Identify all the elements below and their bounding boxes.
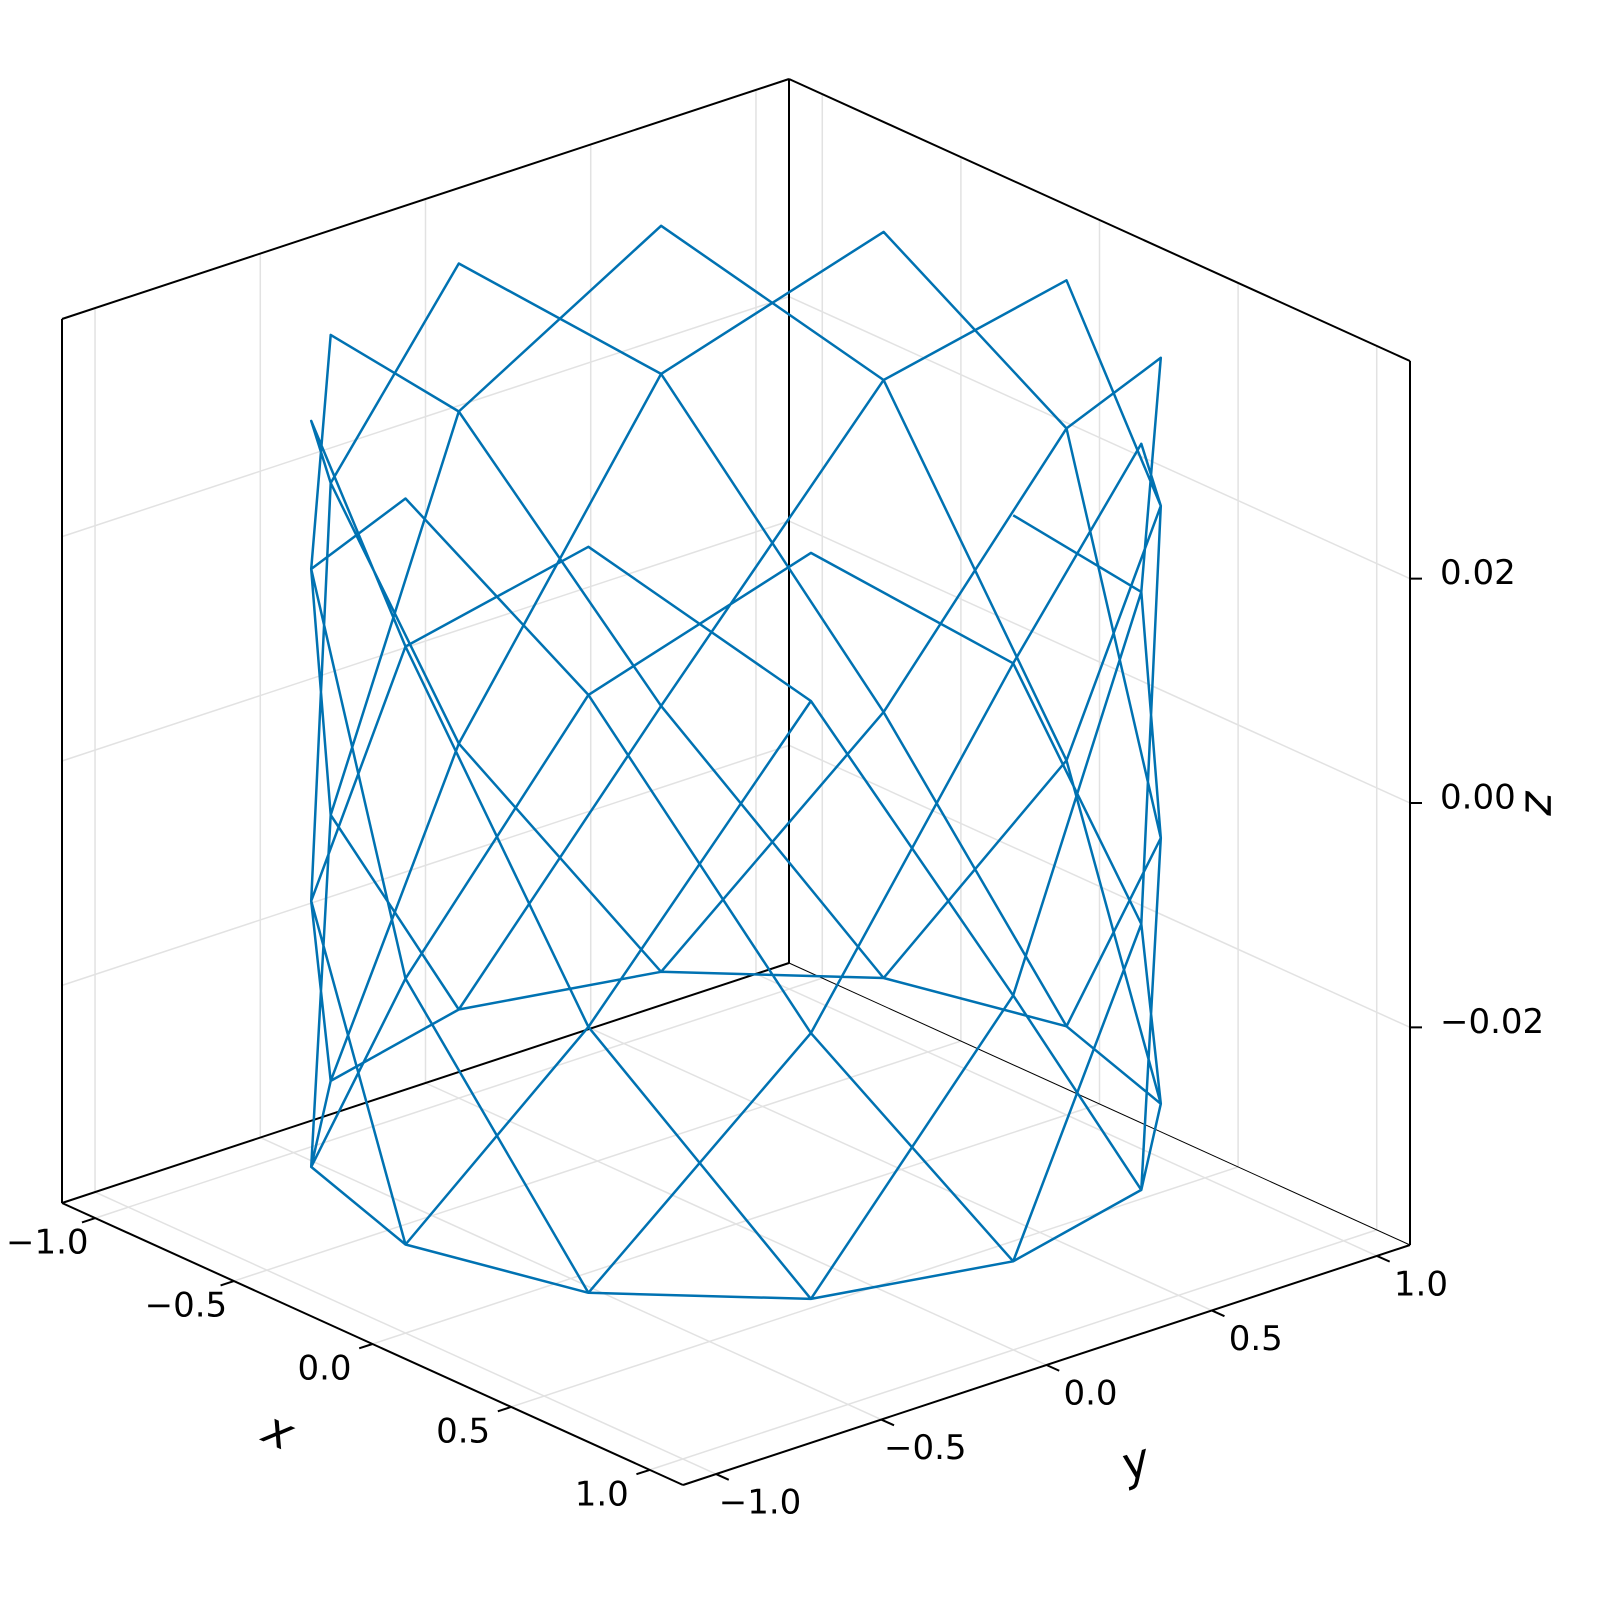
plot-area (309, 224, 1163, 1301)
grid-line (755, 973, 1378, 1257)
grid-line (788, 744, 1411, 1029)
axis-spine (788, 78, 1411, 362)
grid-line (788, 520, 1411, 804)
y-tick-label: 1.0 (1394, 1264, 1448, 1304)
x-axis-label: x (254, 1400, 303, 1462)
y-tick-label: −1.0 (719, 1483, 802, 1523)
curve (309, 224, 1163, 1301)
grid-line (425, 1082, 1047, 1366)
x-tick-label: 0.5 (436, 1411, 490, 1451)
y-tick-label: 0.0 (1063, 1374, 1117, 1414)
axis-spine (61, 78, 790, 320)
tick-mark (220, 1280, 235, 1287)
grid-line (590, 1027, 1213, 1312)
spines (61, 78, 1422, 1486)
tick-mark (880, 1418, 895, 1427)
x-tick-label: −1.0 (6, 1223, 89, 1263)
axis-spine (788, 962, 1411, 1246)
grid-line (259, 1136, 882, 1421)
z-tick-label: −0.02 (1440, 1002, 1544, 1042)
y-axis-label: y (1112, 1432, 1157, 1493)
tick-mark (497, 1405, 512, 1413)
axis-spine (61, 1202, 684, 1486)
axis-spine (682, 1244, 1411, 1486)
y-tick-label: 0.5 (1229, 1319, 1283, 1359)
z-tick-label: 0.02 (1440, 553, 1516, 593)
grid-line (94, 1191, 717, 1475)
x-tick-label: 1.0 (575, 1474, 629, 1514)
grid (61, 89, 1411, 1475)
y-tick-label: −0.5 (884, 1428, 967, 1468)
tick-mark (358, 1343, 373, 1350)
tick-mark (636, 1468, 651, 1476)
grid-line (788, 295, 1411, 580)
tick-mark (1211, 1309, 1225, 1318)
grid-line (61, 744, 790, 987)
tick-mark (1376, 1254, 1391, 1263)
grid-line (61, 295, 790, 538)
tick-mark (1046, 1364, 1060, 1372)
axis-spine (61, 962, 790, 1204)
x-tick-label: 0.0 (297, 1349, 351, 1389)
tick-mark (81, 1217, 96, 1224)
x-tick-label: −0.5 (145, 1286, 228, 1326)
tick-mark (715, 1473, 730, 1481)
z-tick-label: 0.00 (1440, 778, 1516, 818)
z-axis-label: z (1515, 790, 1569, 816)
grid-line (61, 520, 790, 762)
